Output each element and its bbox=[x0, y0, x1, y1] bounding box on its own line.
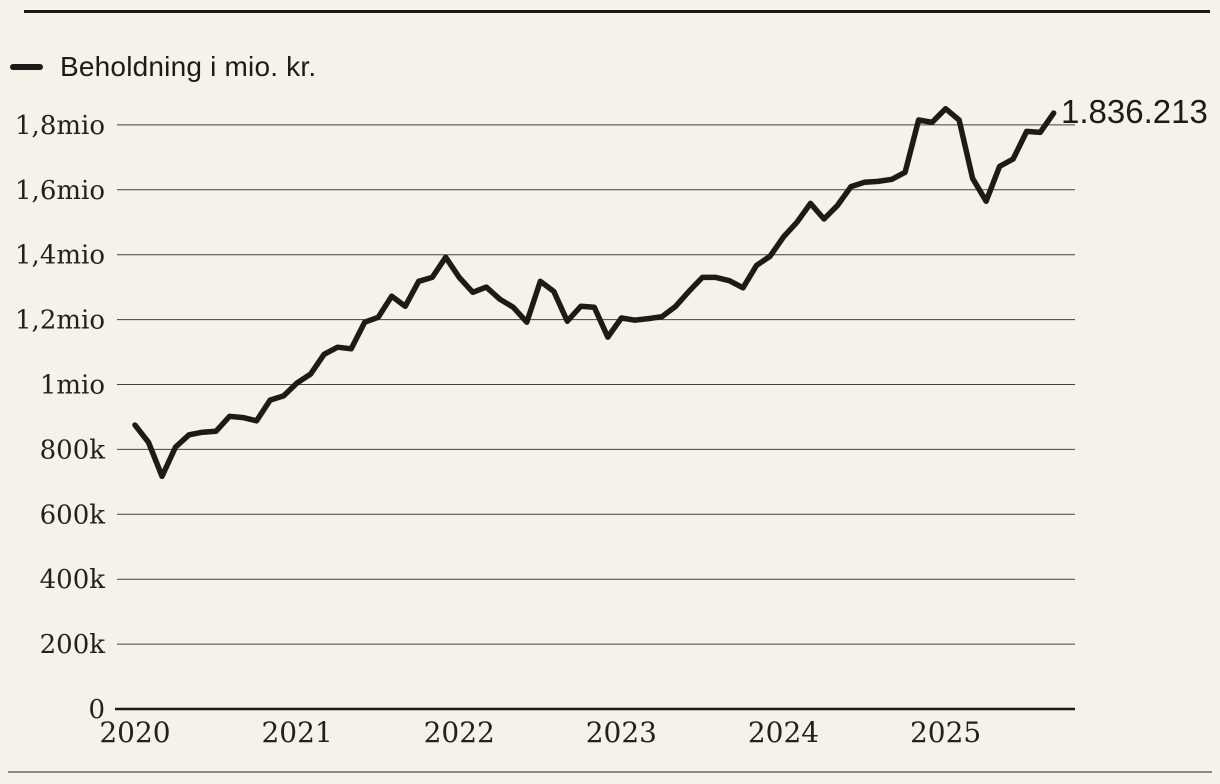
y-tick-label: 1,8mio bbox=[15, 111, 105, 141]
y-tick-label: 1,4mio bbox=[15, 241, 105, 271]
chart-legend: Beholdning i mio. kr. bbox=[10, 51, 316, 83]
legend-line-marker bbox=[10, 64, 43, 70]
x-tick-label: 2024 bbox=[748, 716, 819, 749]
y-tick-label: 1,6mio bbox=[15, 176, 105, 206]
x-tick-label: 2025 bbox=[910, 716, 981, 749]
y-tick-label: 1mio bbox=[40, 371, 105, 401]
y-tick-label: 0 bbox=[88, 695, 105, 725]
x-tick-label: 2023 bbox=[586, 716, 657, 749]
x-tick-label: 2020 bbox=[99, 716, 170, 749]
y-tick-label: 200k bbox=[40, 630, 106, 660]
y-tick-label: 600k bbox=[40, 500, 106, 530]
x-tick-label: 2022 bbox=[424, 716, 495, 749]
y-tick-label: 800k bbox=[40, 435, 106, 465]
y-tick-label: 400k bbox=[40, 565, 106, 595]
y-tick-label: 1,2mio bbox=[15, 306, 105, 336]
x-tick-label: 2021 bbox=[261, 716, 332, 749]
latest-value-label: 1.836.213 bbox=[1061, 93, 1208, 130]
bottom-divider bbox=[8, 771, 1212, 773]
holdings-series-line bbox=[132, 105, 1057, 480]
legend-series-label: Beholdning i mio. kr. bbox=[60, 51, 317, 82]
top-divider bbox=[24, 10, 1210, 13]
